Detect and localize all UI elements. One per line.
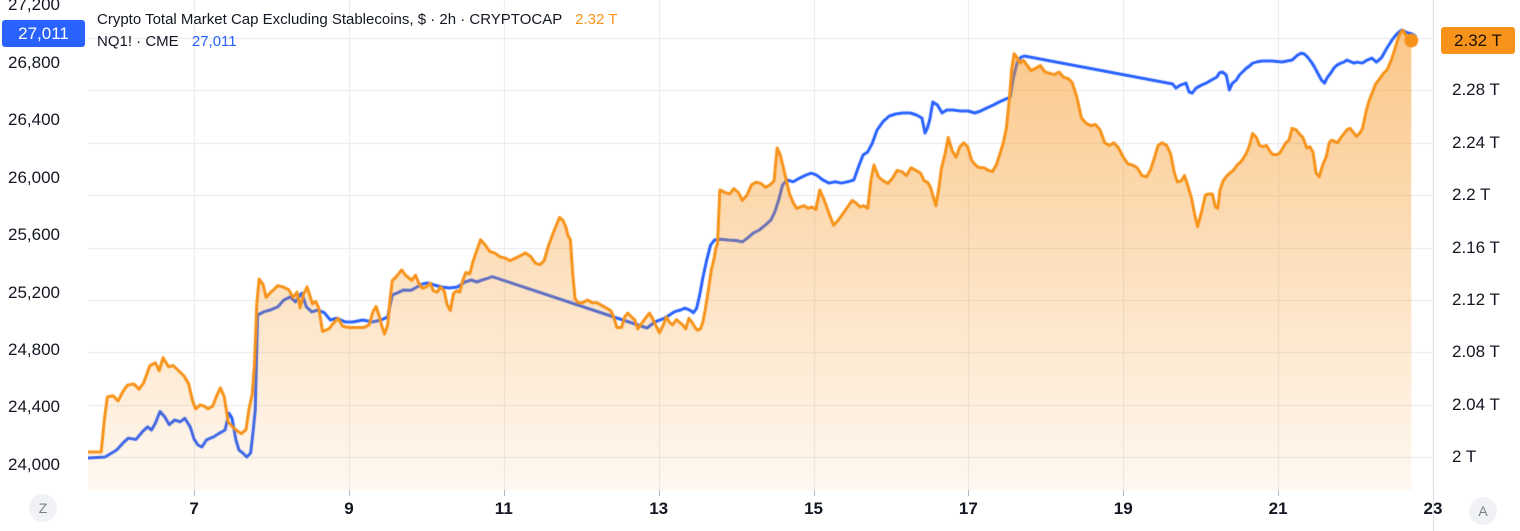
- price-tick-label: 25,600: [8, 225, 60, 244]
- time-tick-label: 15: [804, 499, 823, 518]
- time-tick-label: 17: [958, 499, 978, 518]
- price-tick-label: 2.24 T: [1452, 132, 1500, 152]
- legend-title-nq1: NQ1! · CME: [97, 33, 179, 50]
- right-price-scale[interactable]: 2.28 T 2.24 T 2.2 T 2.16 T 2.12 T 2.08 T 2.04 …: [1434, 0, 1520, 490]
- time-tick-mark: [1278, 490, 1279, 496]
- time-tick-label: 11: [494, 499, 513, 518]
- price-tick-label: 26,400: [8, 110, 60, 130]
- price-tick-label: 25,200: [8, 282, 60, 302]
- time-tick-label: 9: [344, 499, 354, 518]
- legend-row-cryptocap[interactable]: Crypto Total Market Cap Excluding Stable…: [97, 9, 617, 31]
- price-tick-label: 26,800: [8, 52, 60, 72]
- time-tick-mark: [659, 490, 660, 496]
- price-tick-label: 2.2 T: [1452, 185, 1491, 205]
- price-tick-label: 2.04 T: [1452, 394, 1500, 414]
- price-tick-label: 24,400: [8, 397, 60, 417]
- price-tick-label: 2.08 T: [1452, 342, 1500, 362]
- time-tick-label: 7: [189, 499, 199, 518]
- nq1-last-price-badge: 27,011: [2, 20, 85, 47]
- price-tick-label: 24,800: [8, 340, 60, 359]
- time-tick-mark: [504, 490, 505, 496]
- time-scale[interactable]: 7 9 11 13 15 17 19 21 23: [0, 490, 1520, 531]
- price-tick-label: 2 T: [1452, 447, 1477, 467]
- time-tick-mark: [349, 490, 350, 496]
- legend-title-cryptocap: Crypto Total Market Cap Excluding Stable…: [97, 11, 562, 28]
- price-tick-label: 26,000: [8, 167, 60, 187]
- time-tick-label: 13: [649, 499, 669, 518]
- time-tick-mark: [1123, 490, 1124, 496]
- price-tick-label: 24,000: [8, 454, 60, 474]
- time-tick-label: 19: [1113, 499, 1133, 518]
- auto-scale-button[interactable]: A: [1469, 497, 1497, 525]
- cryptocap-last-price-badge: 2.32 T: [1441, 27, 1515, 54]
- time-tick-mark: [194, 490, 195, 496]
- price-tick-label: 27,200: [8, 0, 60, 15]
- time-tick-mark: [968, 490, 969, 496]
- price-tick-label: 2.28 T: [1452, 80, 1500, 100]
- time-tick-label: 21: [1268, 499, 1288, 518]
- price-scale-border: [1433, 0, 1434, 531]
- left-price-scale[interactable]: 27,200 26,800 26,400 26,000 25,600 25,200 24,8…: [0, 0, 88, 490]
- legend-row-nq1[interactable]: NQ1! · CME 27,011: [97, 31, 617, 53]
- legend-value-cryptocap: 2.32 T: [575, 11, 618, 28]
- price-tick-label: 2.12 T: [1452, 290, 1500, 310]
- legend-value-nq1: 27,011: [191, 33, 237, 50]
- legend: Crypto Total Market Cap Excluding Stable…: [97, 9, 617, 53]
- time-tick-mark: [814, 490, 815, 496]
- price-tick-label: 2.16 T: [1452, 237, 1500, 257]
- timezone-button[interactable]: Z: [29, 494, 57, 522]
